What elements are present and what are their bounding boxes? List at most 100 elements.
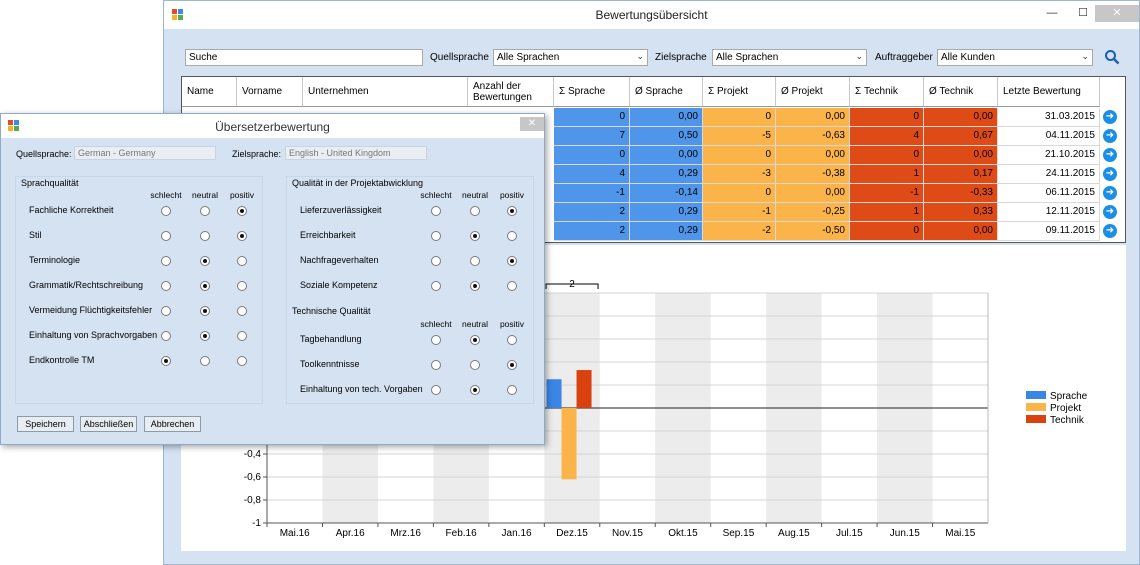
table-cell: -5	[703, 127, 776, 146]
table-cell: -0,33	[924, 184, 998, 203]
rating-radio[interactable]	[161, 281, 171, 291]
rating-radio[interactable]	[237, 206, 247, 216]
rating-radio[interactable]	[431, 385, 441, 395]
rating-radio[interactable]	[237, 231, 247, 241]
column-header[interactable]: Vorname	[237, 77, 303, 107]
open-row-arrow-icon[interactable]: ➜	[1103, 110, 1117, 124]
rating-radio[interactable]	[200, 206, 210, 216]
open-row-arrow-icon[interactable]: ➜	[1103, 224, 1117, 238]
chevron-down-icon: ⌄	[1081, 51, 1089, 61]
rating-radio[interactable]	[431, 360, 441, 370]
rating-radio[interactable]	[200, 356, 210, 366]
save-button[interactable]: Speichern	[17, 416, 74, 432]
rating-radio[interactable]	[161, 256, 171, 266]
rating-radio[interactable]	[237, 356, 247, 366]
column-header[interactable]: Unternehmen	[303, 77, 468, 107]
rating-radio[interactable]	[507, 231, 517, 241]
table-row[interactable]: -1 -0,14 0 0,00 -1 -0,33 06.11.2015 ➜	[182, 184, 1125, 203]
rating-radio[interactable]	[470, 256, 480, 266]
column-header[interactable]: Anzahl der Bewertungen	[468, 77, 554, 107]
table-row[interactable]: 2 0,29 -1 -0,25 1 0,33 12.11.2015 ➜	[182, 203, 1125, 222]
rating-radio[interactable]	[470, 206, 480, 216]
dialog-close-button[interactable]: ✕	[520, 117, 544, 131]
open-row-arrow-icon[interactable]: ➜	[1103, 186, 1117, 200]
minimize-button[interactable]: —	[1046, 7, 1058, 19]
cancel-button[interactable]: Abbrechen	[144, 416, 201, 432]
rating-radio[interactable]	[470, 281, 480, 291]
dialog-titlebar	[1, 114, 544, 138]
table-row[interactable]: 0 0,00 0 0,00 0 0,00 31.03.2015 ➜	[182, 108, 1125, 127]
table-cell: 0,00	[630, 146, 703, 165]
rating-label: Grammatik/Rechtschreibung	[29, 280, 144, 290]
column-header[interactable]: Ø Sprache	[630, 77, 703, 107]
table-cell: -2	[703, 222, 776, 241]
column-header[interactable]: Σ Projekt	[703, 77, 776, 107]
rating-radio[interactable]	[161, 356, 171, 366]
search-input[interactable]: Suche	[185, 49, 423, 66]
rating-radio[interactable]	[431, 231, 441, 241]
rating-radio[interactable]	[431, 335, 441, 345]
column-header[interactable]: Letzte Bewertung	[998, 77, 1100, 107]
table-cell: 0	[850, 146, 924, 165]
rating-radio[interactable]	[507, 256, 517, 266]
column-neutral: neutral	[462, 190, 488, 200]
rating-radio[interactable]	[470, 231, 480, 241]
table-row[interactable]: 4 0,29 -3 -0,38 1 0,17 24.11.2015 ➜	[182, 165, 1125, 184]
column-header[interactable]: Ø Projekt	[776, 77, 850, 107]
open-row-arrow-icon[interactable]: ➜	[1103, 205, 1117, 219]
table-cell: -3	[703, 165, 776, 184]
column-bad: schlecht	[420, 319, 452, 329]
rating-radio[interactable]	[161, 331, 171, 341]
table-cell: 0,29	[630, 165, 703, 184]
finish-button[interactable]: Abschließen	[80, 416, 137, 432]
rating-radio[interactable]	[200, 331, 210, 341]
chart-y-tick-label: -0,6	[244, 472, 262, 483]
rating-radio[interactable]	[507, 385, 517, 395]
source-language-value: Alle Sprachen	[497, 52, 560, 63]
client-select[interactable]: Alle Kunden ⌄	[937, 49, 1093, 66]
rating-radio[interactable]	[237, 256, 247, 266]
open-row-arrow-icon[interactable]: ➜	[1103, 129, 1117, 143]
rating-radio[interactable]	[470, 335, 480, 345]
table-cell: 0,29	[630, 203, 703, 222]
maximize-button[interactable]: ☐	[1078, 7, 1088, 19]
rating-radio[interactable]	[507, 360, 517, 370]
rating-radio[interactable]	[161, 231, 171, 241]
chart-x-tick-label: Mai.16	[280, 528, 310, 539]
rating-radio[interactable]	[200, 256, 210, 266]
legend-label: Sprache	[1050, 391, 1088, 402]
chart-x-tick-label: Feb.16	[446, 528, 478, 539]
rating-radio[interactable]	[507, 335, 517, 345]
column-header[interactable]: Σ Sprache	[554, 77, 630, 107]
table-row[interactable]: 2 0,29 -2 -0,50 0 0,00 09.11.2015 ➜	[182, 222, 1125, 241]
rating-radio[interactable]	[161, 306, 171, 316]
table-row[interactable]: 7 0,50 -5 -0,63 4 0,67 04.11.2015 ➜	[182, 127, 1125, 146]
rating-radio[interactable]	[507, 206, 517, 216]
open-row-arrow-icon[interactable]: ➜	[1103, 148, 1117, 162]
rating-radio[interactable]	[161, 206, 171, 216]
rating-radio[interactable]	[470, 385, 480, 395]
column-header[interactable]: Name	[182, 77, 237, 107]
search-button[interactable]	[1104, 49, 1122, 67]
rating-radio[interactable]	[200, 281, 210, 291]
column-header[interactable]: Σ Technik	[850, 77, 924, 107]
rating-radio[interactable]	[431, 281, 441, 291]
target-language-select[interactable]: Alle Sprachen ⌄	[712, 49, 867, 66]
rating-label: Nachfrageverhalten	[300, 255, 379, 265]
rating-radio[interactable]	[200, 306, 210, 316]
rating-radio[interactable]	[470, 360, 480, 370]
rating-radio[interactable]	[237, 331, 247, 341]
rating-radio[interactable]	[200, 231, 210, 241]
source-language-select[interactable]: Alle Sprachen ⌄	[493, 49, 648, 66]
table-cell: 4	[554, 165, 630, 184]
open-row-arrow-icon[interactable]: ➜	[1103, 167, 1117, 181]
column-header[interactable]: Ø Technik	[924, 77, 998, 107]
table-row[interactable]: 0 0,00 0 0,00 0 0,00 21.10.2015 ➜	[182, 146, 1125, 165]
rating-radio[interactable]	[431, 256, 441, 266]
rating-radio[interactable]	[507, 281, 517, 291]
rating-radio[interactable]	[237, 306, 247, 316]
table-cell: -0,38	[776, 165, 850, 184]
rating-radio[interactable]	[431, 206, 441, 216]
rating-radio[interactable]	[237, 281, 247, 291]
close-button[interactable]: ✕	[1095, 5, 1139, 22]
